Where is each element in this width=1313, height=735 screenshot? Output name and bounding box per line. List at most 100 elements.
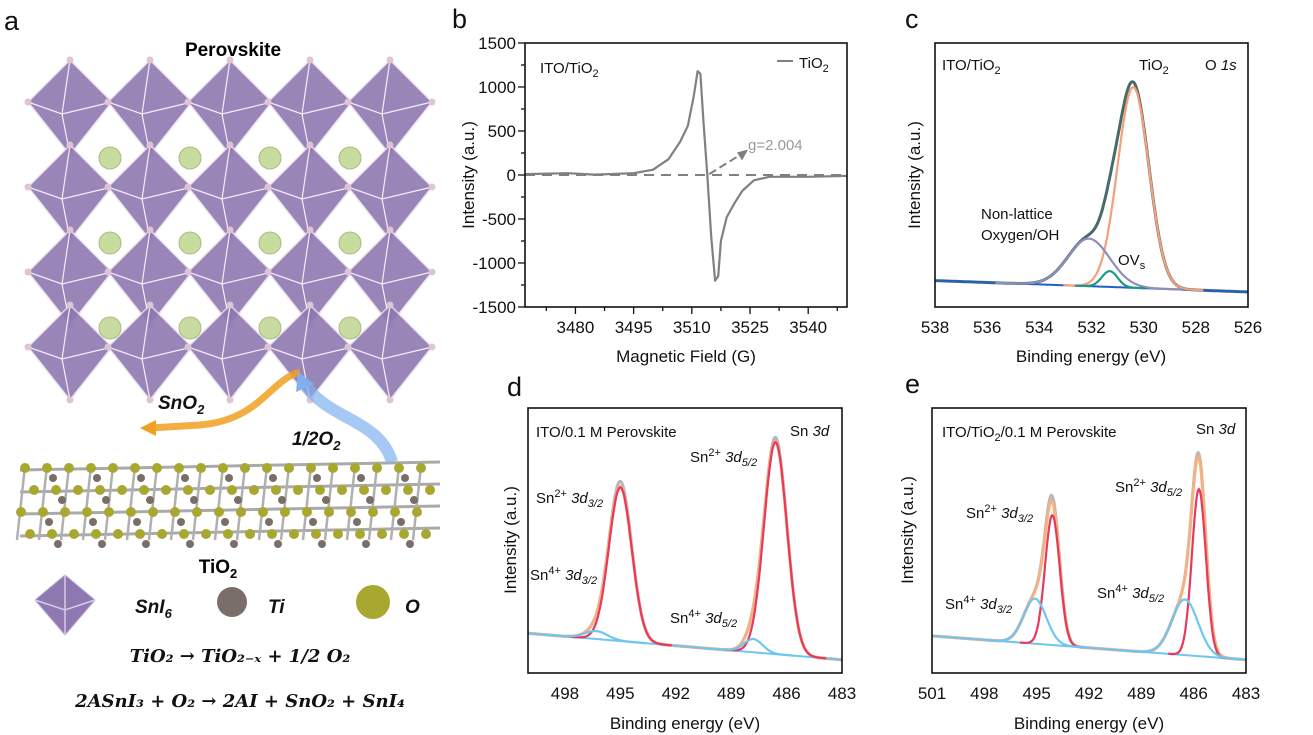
ti-atom: [230, 540, 238, 548]
d-x-tick-label: 489: [717, 684, 745, 703]
iodine-atom: [146, 226, 154, 234]
c-x-tick-label: 528: [1182, 318, 1210, 337]
o-atom: [421, 529, 431, 539]
d-x-tick-label: 486: [772, 684, 800, 703]
a-site-cation: [178, 316, 202, 340]
o-atom: [359, 485, 369, 495]
iodine-atom: [428, 268, 436, 276]
o-atom: [245, 529, 255, 539]
a-site-cation: [258, 146, 282, 170]
b-y-tick-label: 1000: [478, 78, 516, 97]
c-x-tick-label: 532: [1077, 318, 1105, 337]
o-atom: [82, 507, 92, 517]
o-atom: [412, 507, 422, 517]
o-atom: [205, 485, 215, 495]
c-sample-label: ITO/TiO2: [942, 57, 1001, 77]
iodine-atom: [226, 301, 234, 309]
c-component-peak: [1075, 269, 1145, 290]
d-sample-label: ITO/0.1 M Perovskite: [536, 424, 677, 441]
sni6-legend-label: SnI6: [135, 597, 173, 621]
iodine-atom: [386, 301, 394, 309]
ti-atom: [98, 540, 106, 548]
a-site-cation: [178, 231, 202, 255]
a-site-cation: [338, 316, 362, 340]
o-atom: [135, 529, 145, 539]
o-atom: [148, 507, 158, 517]
ti-atom: [401, 474, 409, 482]
a-site-cation: [178, 146, 202, 170]
o-atom: [289, 529, 299, 539]
iodine-atom: [428, 98, 436, 106]
ti-atom: [177, 518, 185, 526]
d-component-peak: [569, 486, 672, 647]
iodine-atom: [66, 301, 74, 309]
e-peak-label: Sn2+ 3d3/2: [966, 503, 1033, 525]
o-atom: [86, 463, 96, 473]
c-component-peak: [1063, 86, 1204, 292]
d-plot-area: [528, 435, 842, 662]
o-atom: [399, 529, 409, 539]
ti-atom: [146, 496, 154, 504]
iodine-atom: [226, 56, 234, 64]
d-x-tick-label: 483: [828, 684, 856, 703]
b-x-tick-label: 3510: [673, 318, 711, 337]
e-x-tick-label: 495: [1022, 684, 1050, 703]
iodine-atom: [66, 226, 74, 234]
b-y-axis-label: Intensity (a.u.): [459, 121, 478, 229]
c-component-peak: [995, 237, 1183, 291]
panel-letter-e: e: [905, 369, 920, 399]
ti-atom: [221, 518, 229, 526]
o-atom: [311, 529, 321, 539]
ti-atom: [318, 540, 326, 548]
o-atom: [355, 529, 365, 539]
d-core-level-label: Sn 3d: [790, 423, 830, 440]
perovskite-tio2-illustration: Perovskite SnO2 1/2O2 TiO2 SnI6 Ti O TiO…: [15, 40, 441, 712]
ti-sphere-icon: [217, 587, 247, 617]
o-atom: [38, 507, 48, 517]
o2-label: 1/2O2: [292, 429, 341, 453]
b-x-tick-label: 3495: [615, 318, 653, 337]
e-x-tick-label: 498: [970, 684, 998, 703]
iodine-atom: [428, 343, 436, 351]
octahedron: [186, 303, 274, 402]
e-component-peak: [1168, 487, 1230, 660]
iodine-atom: [306, 226, 314, 234]
iodine-atom: [344, 343, 352, 351]
iodine-atom: [24, 268, 32, 276]
iodine-atom: [24, 98, 32, 106]
chart-e-sn3d-xps: 501 498 495 492 489 486 483: [918, 407, 1260, 703]
iodine-atom: [146, 396, 154, 404]
c-envelope-line: [935, 80, 1248, 294]
c-ovs-label: OVs: [1118, 252, 1146, 272]
c-plot-area: [935, 80, 1248, 294]
a-site-cation: [258, 316, 282, 340]
o-atom: [51, 485, 61, 495]
o-atom: [293, 485, 303, 495]
b-y-tick-label: 0: [507, 166, 516, 185]
o-atom: [192, 507, 202, 517]
o-atom: [139, 485, 149, 495]
o-atom: [324, 507, 334, 517]
e-x-tick-label: 483: [1232, 684, 1260, 703]
b-y-tick-label: 500: [488, 122, 516, 141]
c-x-tick-label: 534: [1025, 318, 1053, 337]
iodine-atom: [66, 141, 74, 149]
o-atom: [161, 485, 171, 495]
d-peak-label: Sn4+ 3d3/2: [530, 565, 597, 587]
ti-atom: [190, 496, 198, 504]
b-x-tick-label: 3480: [557, 318, 595, 337]
b-y-tick-label: -500: [482, 210, 516, 229]
o-atom: [91, 529, 101, 539]
c-x-tick-label: 526: [1234, 318, 1262, 337]
ti-atom: [274, 540, 282, 548]
d-plot-frame: [527, 407, 843, 674]
a-site-cation: [338, 231, 362, 255]
o-atom: [315, 485, 325, 495]
ti-atom: [357, 474, 365, 482]
ti-legend-label: Ti: [268, 597, 285, 618]
d-x-tick-label: 498: [551, 684, 579, 703]
legend-ti: Ti: [217, 587, 285, 618]
o-atom: [73, 485, 83, 495]
e-baseline: [932, 634, 1246, 661]
